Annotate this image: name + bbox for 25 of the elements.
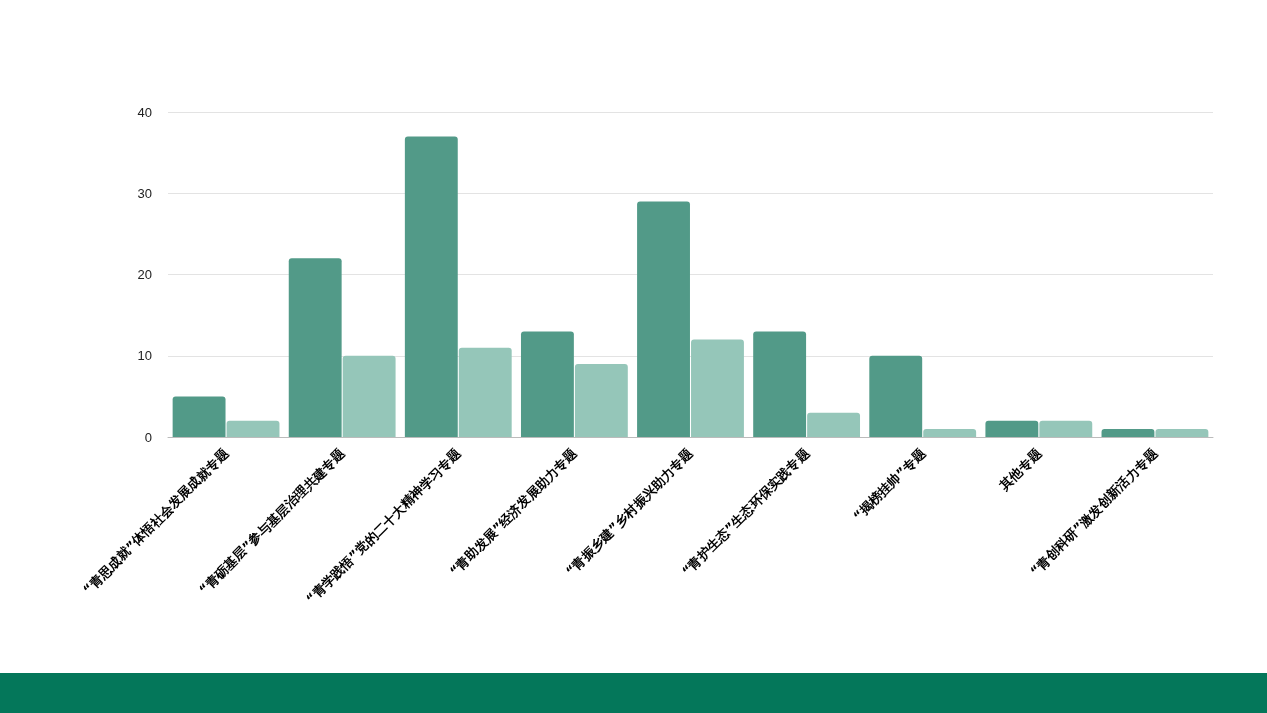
bar <box>807 412 861 437</box>
bar <box>1155 428 1209 437</box>
bar <box>1101 428 1155 437</box>
bar <box>404 136 458 437</box>
y-tick-label: 0 <box>144 429 152 445</box>
y-tick-label: 10 <box>137 348 152 364</box>
y-tick-label: 30 <box>137 185 152 201</box>
bar <box>172 396 226 437</box>
bar <box>1039 420 1093 437</box>
y-tick-label: 20 <box>137 267 152 282</box>
bar <box>458 347 512 437</box>
bar <box>637 201 690 437</box>
bar <box>869 355 923 437</box>
bar <box>753 331 807 437</box>
x-tick-label: “揭榜挂帅”专题 <box>850 445 929 524</box>
bar <box>923 428 977 437</box>
bar <box>342 355 396 437</box>
bar <box>226 420 280 437</box>
bar <box>288 258 342 437</box>
bar <box>520 331 574 437</box>
bar <box>574 363 628 437</box>
x-tick-label: 其他专题 <box>996 445 1045 494</box>
bar <box>985 420 1039 437</box>
bar <box>691 339 744 437</box>
y-tick-label: 40 <box>137 104 152 120</box>
